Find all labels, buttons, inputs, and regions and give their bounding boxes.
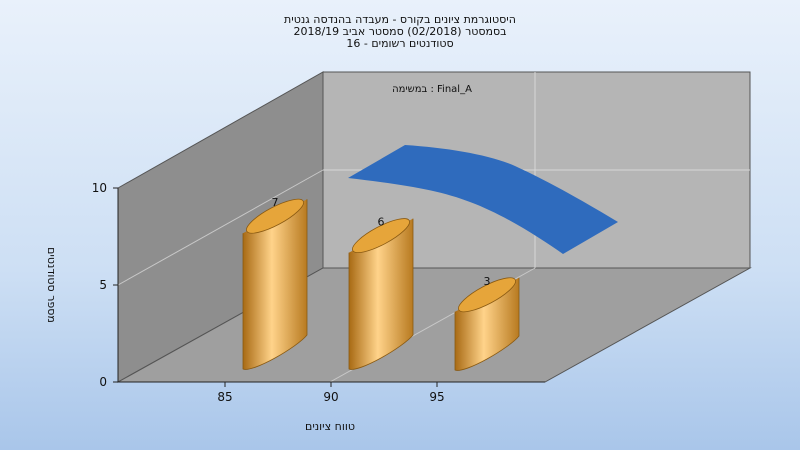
bar-body bbox=[242, 199, 308, 370]
bar-95: 3 bbox=[454, 275, 520, 371]
y-tick-label: 0 bbox=[99, 375, 107, 389]
bar-top-cap bbox=[246, 198, 304, 234]
x-tick-label: 90 bbox=[323, 390, 338, 404]
x-axis-label: טווח ציונים bbox=[305, 420, 355, 433]
bar-top-cap bbox=[458, 277, 516, 313]
x-tick-label: 95 bbox=[429, 390, 444, 404]
y-tick-label: 5 bbox=[99, 278, 107, 292]
bar-data-label: 7 bbox=[272, 196, 279, 209]
bars-group: 7 6 3 bbox=[242, 196, 520, 371]
bar-top-cap bbox=[352, 218, 410, 253]
bar-body bbox=[348, 218, 414, 370]
y-axis-label: מספר סטודנטים bbox=[45, 247, 58, 323]
bar-body bbox=[454, 277, 520, 371]
bar-85: 7 bbox=[242, 196, 308, 370]
assignment-annotation: במשימה : Final_A bbox=[392, 84, 472, 95]
y-tick-label: 10 bbox=[92, 181, 107, 195]
gridline-side-5 bbox=[117, 169, 324, 286]
bar-data-label: 6 bbox=[378, 216, 385, 229]
bar-data-label: 3 bbox=[484, 275, 491, 288]
blue-series-band bbox=[348, 145, 618, 254]
chart-title-line-3: סטודנטים רשומים - 16 bbox=[346, 37, 453, 50]
x-tick-label: 85 bbox=[217, 390, 232, 404]
chart-title-line-1: היסטוגרמת ציונים בקורס - מעבדה בהנדסה גנ… bbox=[284, 13, 516, 26]
chart-title-line-2: בסמסטר (02/2018) סמסטר אביב 2018/19 bbox=[293, 25, 506, 38]
bar-90: 6 bbox=[348, 216, 414, 370]
axis-ticks: 0 5 10 85 90 95 bbox=[92, 181, 445, 404]
